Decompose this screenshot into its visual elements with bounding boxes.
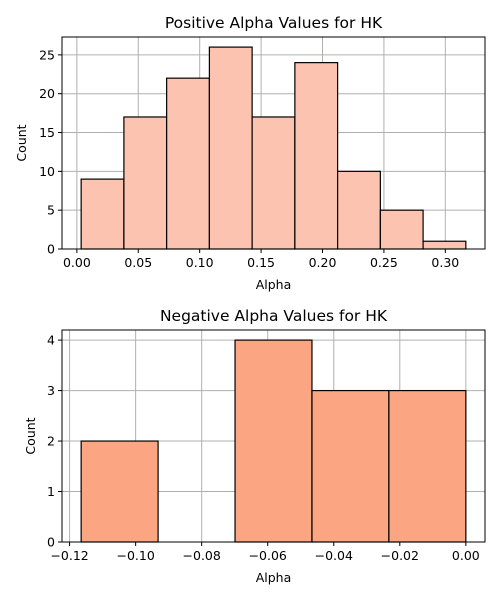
histogram-bar <box>80 178 125 250</box>
y-tick-label: 10 <box>39 164 55 179</box>
histogram-bar <box>388 389 467 543</box>
axes-frame <box>61 36 486 250</box>
x-tick-label: −0.06 <box>249 548 287 563</box>
y-tick-label: 5 <box>47 203 55 218</box>
chart-title: Negative Alpha Values for HK <box>160 307 388 325</box>
histogram-bar <box>234 339 313 543</box>
x-axis-label: Alpha <box>256 570 292 585</box>
x-tick-label: 0.20 <box>309 255 337 270</box>
histogram-bar <box>337 170 381 250</box>
x-tick-label: 0.10 <box>186 255 214 270</box>
histogram-bar <box>80 440 159 543</box>
x-tick-label: 0.00 <box>63 255 91 270</box>
chart-negative-alpha: Negative Alpha Values for HK Alpha Count… <box>23 307 486 585</box>
histogram-bar <box>166 77 210 250</box>
histogram-bar <box>123 116 168 250</box>
histogram-bar <box>311 389 390 543</box>
y-tick-label: 0 <box>47 242 55 257</box>
histogram-bar <box>379 209 424 250</box>
histogram-bar <box>208 46 253 250</box>
histogram-bar <box>251 116 296 250</box>
y-tick-label: 4 <box>47 333 55 348</box>
x-tick-label: −0.10 <box>116 548 154 563</box>
x-tick-label: 0.00 <box>452 548 480 563</box>
y-axis-label: Count <box>23 417 38 454</box>
histogram-bar <box>422 240 467 250</box>
y-tick-label: 1 <box>47 484 55 499</box>
y-tick-label: 20 <box>39 86 55 101</box>
y-tick-label: 0 <box>47 535 55 550</box>
x-tick-label: 0.15 <box>247 255 275 270</box>
y-tick-label: 15 <box>39 125 55 140</box>
histogram-bar <box>294 62 339 250</box>
x-tick-label: 0.05 <box>124 255 152 270</box>
x-tick-label: −0.04 <box>315 548 353 563</box>
chart-positive-alpha: Positive Alpha Values for HK Alpha Count… <box>14 14 486 292</box>
chart-title: Positive Alpha Values for HK <box>165 14 383 32</box>
y-tick-label: 2 <box>47 434 55 449</box>
y-tick-label: 3 <box>47 383 55 398</box>
axes-frame <box>61 329 486 543</box>
x-axis-label: Alpha <box>256 277 292 292</box>
y-axis-label: Count <box>14 124 29 161</box>
x-tick-label: 0.25 <box>370 255 398 270</box>
x-tick-label: −0.02 <box>381 548 419 563</box>
x-tick-label: 0.30 <box>431 255 459 270</box>
x-tick-label: −0.12 <box>50 548 88 563</box>
x-tick-label: −0.08 <box>183 548 221 563</box>
y-tick-label: 25 <box>39 47 55 62</box>
